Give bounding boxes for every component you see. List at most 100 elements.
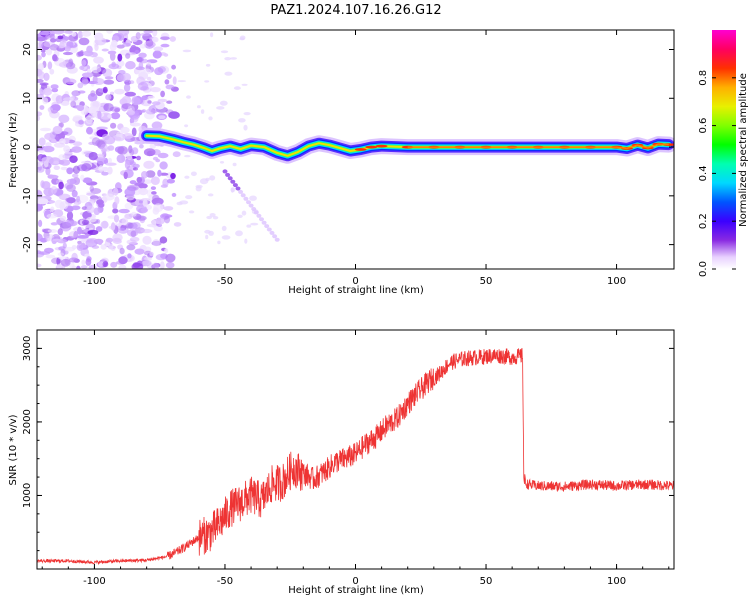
noise-blob xyxy=(76,235,89,239)
noise-blob xyxy=(48,200,56,204)
noise-blob xyxy=(81,259,86,266)
noise-blob xyxy=(143,68,152,75)
noise-blob xyxy=(145,108,156,115)
noise-blob xyxy=(171,192,177,197)
noise-blob xyxy=(239,35,246,41)
x-tick-label: -50 xyxy=(217,276,233,287)
noise-blob xyxy=(42,97,49,105)
noise-blob xyxy=(241,83,248,86)
noise-blob xyxy=(179,200,189,205)
noise-blob xyxy=(45,254,56,259)
noise-blob xyxy=(164,248,169,254)
noise-blob xyxy=(111,40,118,48)
noise-blob xyxy=(54,199,64,209)
noise-blob xyxy=(136,176,143,183)
x-tick-label: -50 xyxy=(217,576,233,587)
noise-blob xyxy=(149,251,154,257)
noise-blob xyxy=(150,186,156,191)
noise-blob xyxy=(40,49,46,53)
noise-blob xyxy=(130,230,137,238)
noise-blob xyxy=(81,219,90,226)
noise-blob xyxy=(51,88,59,93)
noise-blob xyxy=(96,153,105,157)
noise-blob xyxy=(160,43,170,48)
noise-blob xyxy=(77,82,84,89)
noise-blob xyxy=(64,78,77,85)
noise-blob xyxy=(159,261,165,269)
noise-blob xyxy=(60,258,71,267)
snr-panel: -100 -50 0 50 100 1000 2000 3000 Height of stra… xyxy=(8,329,675,596)
noise-blob xyxy=(153,203,164,213)
noise-blob xyxy=(209,213,216,217)
noise-blob xyxy=(62,242,67,249)
noise-blob xyxy=(63,145,71,153)
noise-blob xyxy=(131,115,139,123)
x-tick-label: 0 xyxy=(352,276,358,287)
noise-blob xyxy=(91,66,102,74)
noise-blob xyxy=(69,155,78,163)
noise-blob xyxy=(71,146,82,153)
x-tick-label: 100 xyxy=(607,576,626,587)
noise-blob xyxy=(94,32,104,41)
noise-blob xyxy=(142,235,152,245)
streak-blob xyxy=(225,172,231,177)
noise-blob xyxy=(53,126,63,134)
noise-blob xyxy=(39,105,45,110)
noise-blob xyxy=(117,53,123,62)
noise-blob xyxy=(87,93,98,102)
noise-blob xyxy=(50,104,61,112)
noise-blob xyxy=(63,250,69,255)
colorbar-label: Normalized spectral amplitude xyxy=(738,73,749,227)
streak-blob xyxy=(248,203,254,208)
noise-blob xyxy=(165,253,176,263)
noise-blob xyxy=(114,108,120,113)
noise-blob xyxy=(104,76,114,80)
x-tick-label: -100 xyxy=(83,576,106,587)
noise-blob xyxy=(81,72,94,78)
noise-blob xyxy=(66,184,76,192)
noise-blob xyxy=(62,228,70,232)
noise-blob xyxy=(126,244,136,251)
noise-blob xyxy=(135,32,141,40)
noise-blob xyxy=(58,154,66,161)
noise-blob xyxy=(120,126,130,134)
noise-blob xyxy=(177,80,187,83)
noise-blob xyxy=(243,112,251,116)
noise-blob xyxy=(147,76,152,81)
noise-blob xyxy=(108,63,120,70)
noise-blob xyxy=(38,219,43,227)
colorbar-tick-label: 0.6 xyxy=(698,118,709,134)
noise-blob xyxy=(77,226,82,235)
noise-blob xyxy=(76,265,81,269)
noise-blob xyxy=(166,178,175,184)
noise-blob xyxy=(221,225,227,231)
streak-blob xyxy=(251,207,257,211)
noise-blob xyxy=(209,175,216,181)
snr-series-line xyxy=(37,347,674,566)
noise-blob xyxy=(57,252,65,256)
noise-blob xyxy=(91,137,101,146)
noise-blob xyxy=(249,195,257,201)
noise-blob xyxy=(55,95,64,104)
noise-blob xyxy=(93,56,104,64)
noise-blob xyxy=(37,78,44,83)
noise-blob xyxy=(68,231,79,238)
noise-blob xyxy=(219,100,228,106)
noise-blob xyxy=(78,120,84,125)
noise-blob xyxy=(63,127,73,136)
noise-blob xyxy=(37,115,41,122)
noise-blob xyxy=(86,237,99,244)
streak-blob xyxy=(259,217,264,222)
noise-blob xyxy=(171,64,177,70)
noise-blob xyxy=(64,151,73,156)
noise-blob xyxy=(97,261,104,267)
noise-blob xyxy=(238,118,246,123)
noise-blob xyxy=(76,105,85,111)
noise-blob xyxy=(38,149,45,153)
noise-blob xyxy=(107,50,117,55)
noise-blob xyxy=(110,122,117,129)
noise-blob xyxy=(127,105,135,115)
noise-blob xyxy=(250,222,259,226)
noise-blob xyxy=(57,35,64,40)
